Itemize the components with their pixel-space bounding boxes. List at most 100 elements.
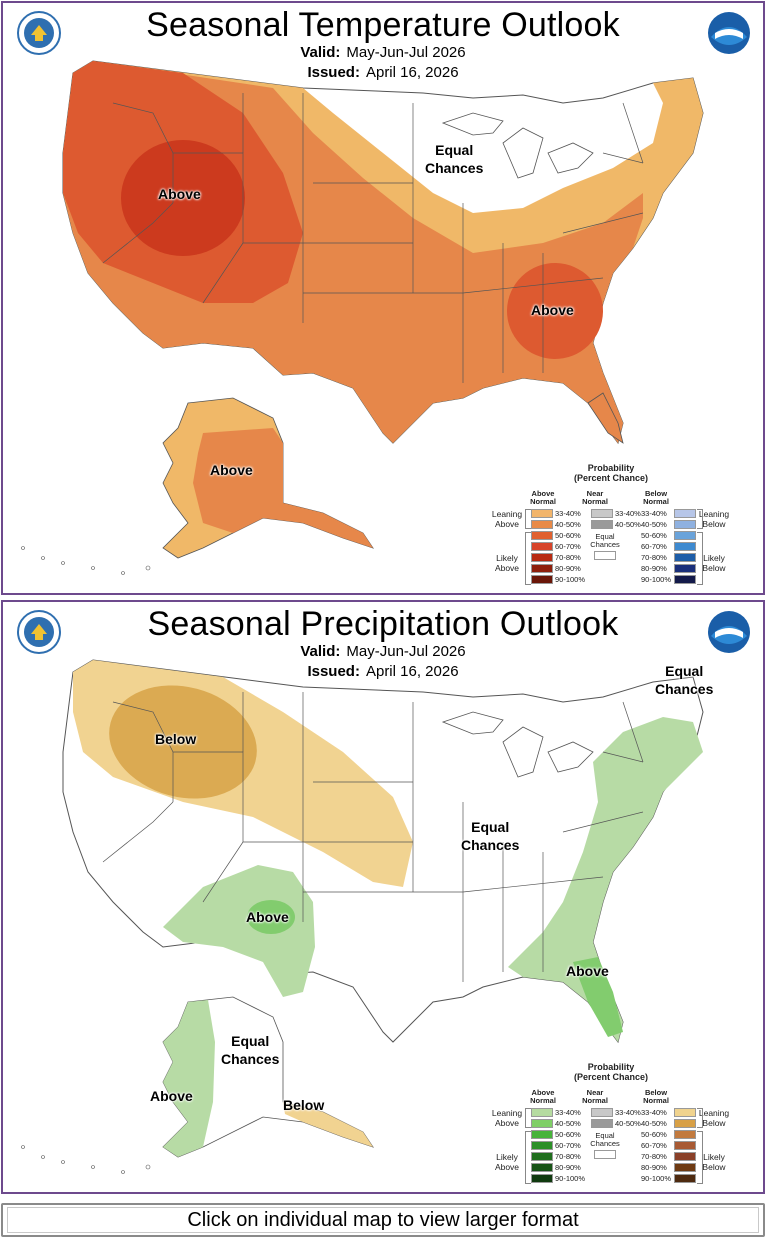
map-label-above-southeast: Above bbox=[531, 302, 574, 318]
legend-head-below: Below bbox=[644, 1088, 668, 1097]
legend-swatch-below-2 bbox=[674, 531, 696, 540]
precipitation-valid: Valid: May-Jun-Jul 2026 bbox=[300, 643, 466, 660]
legend-range-above-1: 40-50% bbox=[555, 520, 581, 529]
legend-leaning-above-2: Above bbox=[494, 519, 520, 529]
legend-swatch-below-5 bbox=[674, 1163, 696, 1172]
precipitation-issued: Issued: April 16, 2026 bbox=[307, 663, 459, 680]
legend-swatch-below-1 bbox=[674, 520, 696, 529]
legend-equal-chances-2: Chances bbox=[590, 1139, 620, 1148]
precip-above-33-40-east bbox=[508, 717, 703, 1042]
legend-head-above-2: Normal bbox=[530, 497, 556, 506]
map-footer-link[interactable]: Click on individual map to view larger f… bbox=[1, 1203, 765, 1237]
legend-swatch-near-1 bbox=[591, 520, 613, 529]
legend-range-above-3: 60-70% bbox=[555, 542, 581, 551]
legend-bracket-above-likely bbox=[525, 532, 531, 585]
legend-range-below-0: 33-40% bbox=[641, 1108, 667, 1117]
alaska-40-50 bbox=[193, 428, 373, 548]
legend-bracket-below bbox=[697, 1108, 703, 1128]
legend-range-below-3: 60-70% bbox=[641, 1141, 667, 1150]
aleutian-islands bbox=[21, 1145, 151, 1174]
precipitation-legend: Probability (Percent Chance) Above Normal Ne… bbox=[491, 1062, 731, 1192]
map-label-equal-chances: Equal Chances bbox=[425, 142, 484, 176]
legend-range-above-0: 33-40% bbox=[555, 509, 581, 518]
legend-range-near-1: 40-50% bbox=[615, 1119, 641, 1128]
legend-subtitle: (Percent Chance) bbox=[573, 1072, 649, 1082]
legend-range-above-0: 33-40% bbox=[555, 1108, 581, 1117]
temperature-title: Seasonal Temperature Outlook bbox=[146, 6, 620, 44]
great-lakes bbox=[441, 112, 594, 179]
legend-swatch-near-0 bbox=[591, 509, 613, 518]
legend-range-above-5: 80-90% bbox=[555, 1163, 581, 1172]
legend-range-near-0: 33-40% bbox=[615, 509, 641, 518]
temperature-legend: Probability (Percent Chance) Above Normal Ne… bbox=[491, 463, 731, 593]
legend-leaning-above: Leaning bbox=[491, 1108, 523, 1118]
legend-head-near-2: Normal bbox=[582, 497, 608, 506]
legend-range-near-1: 40-50% bbox=[615, 520, 641, 529]
temperature-valid: Valid: May-Jun-Jul 2026 bbox=[300, 44, 466, 61]
legend-swatch-above-6 bbox=[531, 1174, 553, 1183]
legend-swatch-above-5 bbox=[531, 1163, 553, 1172]
temperature-map[interactable] bbox=[3, 3, 763, 593]
legend-bracket-above-likely bbox=[525, 1131, 531, 1184]
legend-range-near-0: 33-40% bbox=[615, 1108, 641, 1117]
legend-title: Probability bbox=[587, 463, 635, 473]
map-label-below-northwest: Below bbox=[155, 731, 197, 747]
precipitation-map[interactable] bbox=[3, 602, 763, 1192]
legend-range-above-6: 90-100% bbox=[555, 1174, 586, 1183]
commerce-seal-icon bbox=[17, 11, 61, 55]
map-label-equal-chances-northeast: Equal Chances bbox=[655, 663, 714, 697]
legend-range-below-1: 40-50% bbox=[641, 1119, 667, 1128]
legend-likely-below-2: Below bbox=[702, 563, 726, 573]
legend-likely-above: Likely bbox=[496, 1152, 518, 1162]
temperature-outlook-panel[interactable]: Seasonal Temperature Outlook Valid: May-J… bbox=[1, 1, 765, 595]
legend-range-above-2: 50-60% bbox=[555, 1130, 581, 1139]
legend-swatch-below-4 bbox=[674, 553, 696, 562]
legend-likely-above-2: Above bbox=[494, 563, 520, 573]
legend-swatch-equal-chances bbox=[594, 551, 616, 560]
noaa-logo-icon bbox=[708, 12, 750, 54]
legend-swatch-above-1 bbox=[531, 520, 553, 529]
state-borders bbox=[102, 692, 644, 982]
legend-equal-chances: Equal bbox=[595, 532, 615, 541]
legend-leaning-above-2: Above bbox=[494, 1118, 520, 1128]
map-label-above-alaska: Above bbox=[150, 1088, 193, 1104]
legend-range-below-3: 60-70% bbox=[641, 542, 667, 551]
legend-leaning-above: Leaning bbox=[491, 509, 523, 519]
legend-swatch-below-2 bbox=[674, 1130, 696, 1139]
legend-head-above: Above bbox=[531, 1088, 555, 1097]
legend-swatch-below-4 bbox=[674, 1152, 696, 1161]
precip-above-40-50-southwest bbox=[247, 900, 295, 934]
legend-range-below-6: 90-100% bbox=[641, 575, 672, 584]
map-label-above-southeast: Above bbox=[566, 963, 609, 979]
legend-title: Probability bbox=[587, 1062, 635, 1072]
legend-swatch-above-4 bbox=[531, 553, 553, 562]
legend-swatch-near-1 bbox=[591, 1119, 613, 1128]
legend-range-above-2: 50-60% bbox=[555, 531, 581, 540]
legend-bracket-below-likely bbox=[697, 532, 703, 585]
legend-range-below-0: 33-40% bbox=[641, 509, 667, 518]
legend-range-above-5: 80-90% bbox=[555, 564, 581, 573]
legend-head-above: Above bbox=[531, 489, 555, 498]
legend-swatch-below-3 bbox=[674, 1141, 696, 1150]
legend-swatch-above-4 bbox=[531, 1152, 553, 1161]
aleutian-islands bbox=[21, 546, 151, 575]
legend-swatch-above-1 bbox=[531, 1119, 553, 1128]
legend-likely-above: Likely bbox=[496, 553, 518, 563]
legend-leaning-below: Leaning bbox=[698, 1108, 730, 1118]
commerce-seal-icon bbox=[17, 610, 61, 654]
legend-bracket-below bbox=[697, 509, 703, 529]
legend-swatch-below-6 bbox=[674, 1174, 696, 1183]
legend-swatch-below-6 bbox=[674, 575, 696, 584]
legend-bracket-above bbox=[525, 509, 531, 529]
legend-range-below-4: 70-80% bbox=[641, 1152, 667, 1161]
precipitation-outlook-panel[interactable]: Seasonal Precipitation Outlook Valid: May… bbox=[1, 600, 765, 1194]
map-label-above-southwest: Above bbox=[246, 909, 289, 925]
legend-swatch-below-1 bbox=[674, 1119, 696, 1128]
legend-swatch-below-3 bbox=[674, 542, 696, 551]
legend-swatch-above-3 bbox=[531, 1141, 553, 1150]
great-lakes bbox=[441, 711, 594, 778]
footer-text: Click on individual map to view larger f… bbox=[187, 1209, 579, 1231]
legend-range-above-4: 70-80% bbox=[555, 553, 581, 562]
map-label-above-west: Above bbox=[158, 186, 201, 202]
legend-range-below-5: 80-90% bbox=[641, 1163, 667, 1172]
